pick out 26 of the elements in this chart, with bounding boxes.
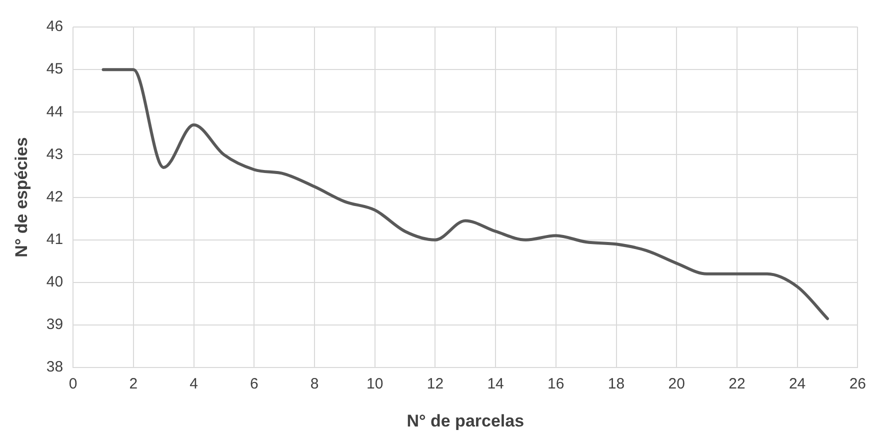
y-tick-label: 45 (46, 60, 64, 78)
x-tick-label: 12 (426, 376, 444, 393)
x-axis-title: N° de parcelas (406, 411, 524, 430)
y-tick-label: 40 (46, 274, 64, 291)
y-tick-label: 46 (46, 18, 64, 36)
x-tick-label: 6 (250, 376, 258, 393)
x-tick-label: 16 (548, 376, 564, 393)
y-tick-label: 42 (46, 188, 64, 206)
y-tick-label: 41 (46, 231, 64, 248)
x-tick-label: 26 (849, 376, 866, 393)
line-series (102, 68, 829, 320)
x-tick-label: 22 (728, 376, 746, 393)
y-tick-label: 39 (46, 316, 64, 334)
x-tick-label: 8 (310, 376, 319, 393)
x-tick-label: 10 (366, 376, 384, 393)
y-tick-label: 38 (46, 358, 64, 376)
x-tick-label: 14 (487, 376, 504, 393)
y-tick-label: 43 (46, 146, 64, 163)
x-tick-label: 24 (788, 376, 806, 393)
x-tick-label: 18 (608, 376, 625, 393)
x-tick-label: 0 (68, 376, 78, 393)
x-tick-label: 4 (190, 376, 198, 393)
y-axis-title: N° de espécies (12, 137, 31, 258)
y-tick-label: 44 (46, 103, 64, 120)
x-tick-label: 2 (129, 376, 138, 393)
x-tick-label: 20 (668, 376, 685, 393)
